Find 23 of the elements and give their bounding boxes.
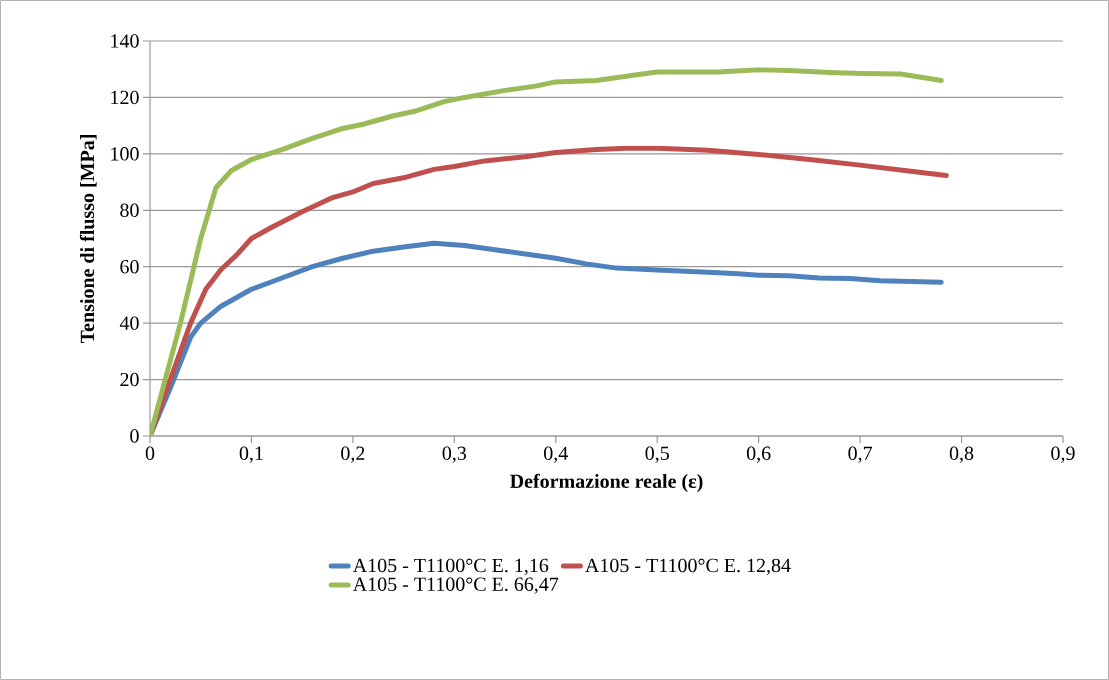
y-tick-label: 40 [119,316,139,330]
x-tick-label: 0 [145,446,155,461]
x-tick-label: 0,4 [544,446,568,463]
y-tick-label: 20 [120,372,139,387]
x-tick-label: 0,9 [1051,446,1075,463]
x-tick-label: 0,1 [239,446,263,463]
x-tick-label: 0,8 [949,446,974,463]
x-tick-label: 0,3 [442,446,467,463]
y-tick-label: 100 [111,147,139,161]
y-tick-label: 0 [130,429,139,443]
y-tick-label: 80 [120,203,139,218]
x-tick-label: 0,7 [848,446,873,463]
legend-label: A105 - T1100°C E. 66,47 [352,577,559,594]
x-tick-label: 0,5 [645,446,669,463]
x-axis-title: Deformazione reale (ε) [510,473,703,493]
x-tick-label: 0,6 [746,446,771,463]
y-tick-label: 140 [111,34,139,48]
legend-label: A105 - T1100°C E. 12,84 [585,558,791,576]
y-tick-label: 60 [120,259,139,274]
legend-label: A105 - T1100°C E. 1,16 [352,558,549,576]
y-axis-title: Tensione di flusso [MPa] [79,135,97,344]
x-tick-label: 0,2 [341,446,365,463]
y-tick-label: 120 [111,90,139,105]
